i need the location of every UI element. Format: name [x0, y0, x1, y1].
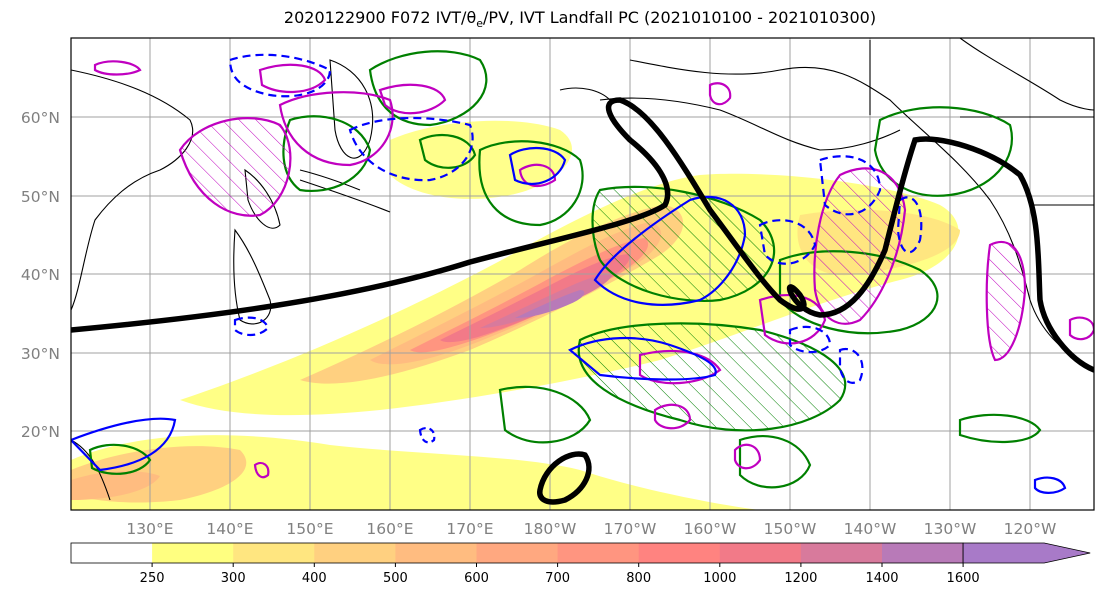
lon-label: 160°E	[366, 520, 413, 538]
map-border	[70, 37, 1095, 511]
colorbar-segments	[70, 542, 1091, 564]
colorbar-segment	[719, 543, 802, 563]
lon-label: 130°W	[924, 520, 977, 538]
colorbar-outline	[70, 542, 964, 564]
colorbar-tick-label: 1400	[865, 571, 898, 586]
lon-label: 120°W	[1004, 520, 1057, 538]
colorbar-segment	[476, 543, 559, 563]
landfall-pc-contour	[71, 97, 1094, 505]
lat-label: 60°N	[21, 109, 60, 127]
colorbar-extend-arrow	[962, 542, 1091, 564]
colorbar-segment	[638, 543, 721, 563]
lon-label: 180°W	[524, 520, 577, 538]
lon-label: 140°E	[206, 520, 253, 538]
colorbar-tick-label: 250	[140, 571, 165, 586]
colorbar-tick-label: 1200	[784, 571, 817, 586]
colorbar-ticks	[151, 563, 964, 567]
colorbar-tick-label: 600	[464, 571, 489, 586]
lat-label: 50°N	[21, 188, 60, 206]
lon-label: 130°E	[126, 520, 173, 538]
lat-label: 30°N	[21, 345, 60, 363]
colorbar-segment	[152, 543, 234, 563]
colorbar-tick-label: 500	[383, 571, 408, 586]
map-title: 2020122900 F072 IVT/θe/PV, IVT Landfall …	[283, 8, 877, 31]
magenta-contours	[93, 60, 1094, 479]
lon-label: 150°E	[286, 520, 333, 538]
colorbar: 250 300 400 500 600 700 800 1000 1200 1400 1600	[70, 542, 1091, 586]
pv-contours	[71, 53, 1067, 494]
lon-label: 170°E	[446, 520, 493, 538]
colorbar-labels: 250 300 400 500 600 700 800 1000 1200 1400 1600	[140, 571, 980, 586]
colorbar-tick-label: 1000	[703, 571, 736, 586]
lon-label: 150°W	[764, 520, 817, 538]
lon-label: 170°W	[604, 520, 657, 538]
colorbar-segment	[314, 543, 396, 563]
colorbar-tick-label: 400	[302, 571, 327, 586]
lat-label: 20°N	[21, 423, 60, 441]
lon-label: 160°W	[684, 520, 737, 538]
colorbar-segment	[800, 543, 883, 563]
lon-label: 140°W	[844, 520, 897, 538]
colorbar-segment	[557, 543, 640, 563]
lat-label: 40°N	[21, 266, 60, 284]
colorbar-segment	[233, 543, 315, 563]
colorbar-segment	[882, 543, 964, 563]
colorbar-segment	[395, 543, 477, 563]
colorbar-tick-label: 700	[545, 571, 570, 586]
colorbar-segment	[71, 543, 153, 563]
colorbar-tick-label: 300	[221, 571, 246, 586]
colorbar-tick-label: 800	[626, 571, 651, 586]
latitude-labels: 60°N 50°N 40°N 30°N 20°N	[21, 109, 60, 441]
longitude-labels: 130°E 140°E 150°E 160°E 170°E 180°W 170°…	[126, 520, 1056, 538]
colorbar-tick-label: 1600	[947, 571, 980, 586]
